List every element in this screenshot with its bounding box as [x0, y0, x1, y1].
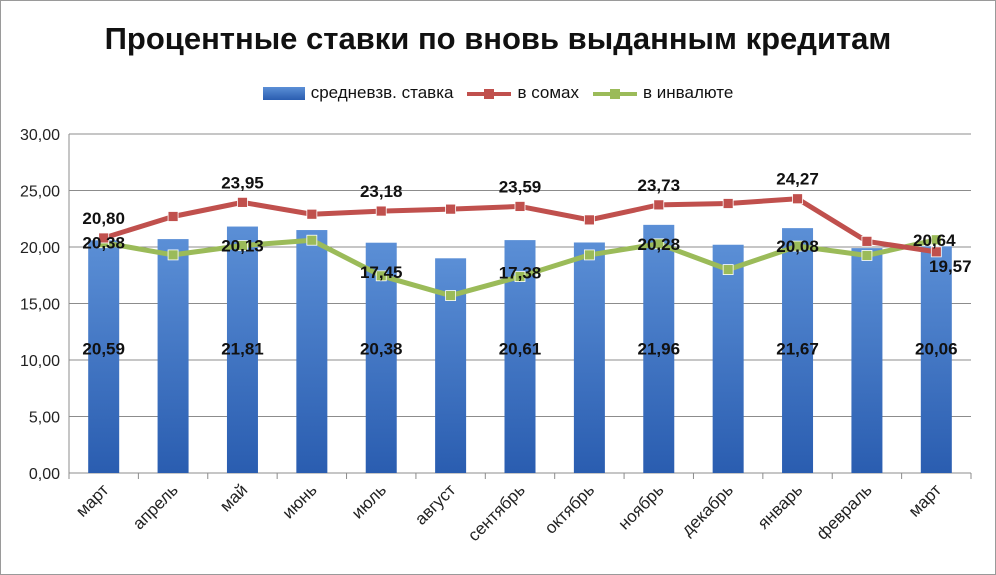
legend-item-fx: в инвалюте — [593, 83, 733, 103]
bar — [643, 224, 675, 473]
legend-label-avg: средневзв. ставка — [310, 83, 454, 102]
line-data-label: 19,57 — [929, 257, 972, 276]
x-tick-label: июнь — [279, 480, 321, 522]
x-tick-label: апрель — [129, 480, 182, 533]
line-data-label: 23,18 — [360, 182, 403, 201]
series-point — [514, 201, 526, 212]
legend-swatch-som — [467, 85, 512, 101]
x-tick-label: июль — [348, 480, 390, 522]
series-point — [653, 238, 665, 250]
line-data-label: 20,38 — [82, 234, 125, 253]
legend-item-avg: средневзв. ставка — [262, 83, 454, 103]
y-tick-label: 25,00 — [20, 184, 60, 201]
bar-data-label: 20,59 — [82, 339, 125, 358]
series-point — [722, 198, 734, 209]
series-point — [792, 193, 803, 205]
bar — [226, 226, 258, 473]
bar — [296, 230, 328, 473]
y-tick-label: 15,00 — [20, 297, 60, 314]
bar-data-label: 20,61 — [499, 339, 542, 358]
y-tick-label: 20,00 — [20, 240, 60, 257]
bar — [920, 246, 952, 473]
legend-label-fx: в инвалюте — [643, 83, 734, 102]
y-tick-label: 0,00 — [29, 466, 60, 483]
series-point — [375, 205, 387, 217]
bar-data-label: 21,67 — [776, 339, 819, 358]
series-point — [653, 199, 665, 211]
bar — [851, 248, 883, 473]
line-data-label: 20,28 — [637, 235, 680, 254]
series-point — [861, 235, 873, 247]
line-data-label: 23,59 — [499, 177, 542, 196]
series-point — [514, 271, 526, 283]
line-data-label: 17,45 — [360, 263, 403, 282]
x-tick-label: август — [411, 480, 459, 528]
bar — [157, 239, 189, 473]
x-tick-label: январь — [754, 480, 807, 533]
series-point — [237, 240, 248, 251]
chart-title: Процентные ставки по вновь выданным кред… — [104, 21, 892, 56]
series-point — [167, 211, 179, 222]
bar-data-label: 20,06 — [915, 339, 958, 358]
legend-label-som: в сомах — [517, 83, 580, 102]
x-tick-label: май — [216, 480, 251, 515]
bar-data-label: 20,38 — [360, 339, 403, 358]
series-point — [98, 232, 110, 244]
x-tick-label: октябрь — [541, 480, 598, 537]
bar — [573, 242, 605, 473]
x-tick-label: сентябрь — [464, 480, 529, 545]
legend: средневзв. ставка в сомах в инвалюте — [1, 83, 995, 103]
series-point — [930, 246, 942, 258]
series-point — [445, 290, 457, 301]
series-point — [861, 250, 873, 261]
x-tick-label: ноябрь — [614, 480, 667, 533]
line-data-label: 20,13 — [221, 237, 264, 256]
series-point — [375, 270, 387, 282]
bar — [88, 240, 120, 473]
y-tick-label: 30,00 — [20, 127, 60, 144]
bar-data-label: 21,96 — [637, 339, 680, 358]
x-tick-label: март — [72, 480, 112, 520]
x-tick-label: март — [905, 480, 945, 520]
series-point — [722, 264, 734, 276]
line-data-label: 20,64 — [913, 231, 956, 250]
line-data-label: 23,95 — [221, 173, 264, 192]
line-data-label: 20,80 — [82, 209, 125, 228]
y-tick-label: 10,00 — [20, 353, 60, 370]
line-data-label: 23,73 — [637, 176, 680, 195]
series-point — [930, 234, 942, 246]
legend-swatch-bar — [262, 86, 305, 100]
series-point — [167, 249, 179, 261]
y-tick-label: 5,00 — [29, 410, 60, 427]
series-point — [583, 249, 595, 261]
series-point — [792, 240, 803, 252]
x-tick-label: февраль — [813, 480, 876, 543]
line-data-label: 17,38 — [499, 264, 542, 283]
x-tick-label: декабрь — [678, 480, 737, 539]
legend-swatch-fx — [593, 85, 638, 101]
bar-data-label: 21,81 — [221, 339, 264, 358]
bar — [782, 228, 814, 473]
series-point — [306, 234, 318, 246]
series-point — [583, 214, 595, 226]
line-data-label: 24,27 — [776, 170, 819, 189]
series-point — [306, 208, 318, 220]
bar — [712, 244, 744, 473]
line-data-label: 20,08 — [776, 237, 819, 256]
series-point — [445, 203, 457, 215]
legend-item-som: в сомах — [467, 83, 579, 103]
series-point — [237, 196, 248, 208]
